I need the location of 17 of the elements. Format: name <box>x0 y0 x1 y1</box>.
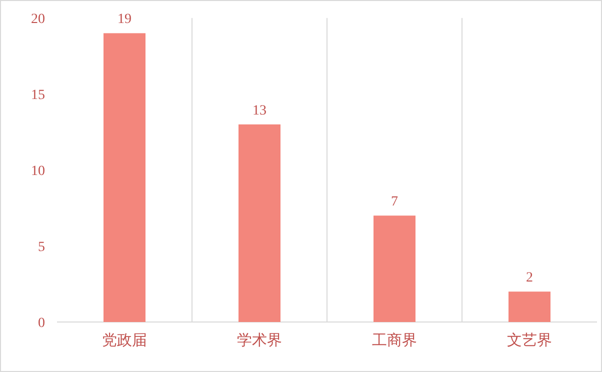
y-tick-label: 15 <box>31 88 45 103</box>
x-tick-label: 工商界 <box>372 331 417 349</box>
y-tick-label: 20 <box>31 12 45 27</box>
y-tick-label: 0 <box>38 316 45 331</box>
data-label: 2 <box>526 270 533 286</box>
x-tick-label: 文艺界 <box>507 331 552 349</box>
bar <box>374 216 416 322</box>
y-tick-label: 10 <box>31 164 45 179</box>
y-tick-label: 5 <box>38 240 45 255</box>
bar <box>104 33 146 322</box>
data-label: 7 <box>391 194 398 210</box>
data-label: 19 <box>118 12 132 28</box>
data-label: 13 <box>252 103 266 118</box>
bar <box>508 292 550 322</box>
x-tick-label: 党政届 <box>102 331 147 349</box>
x-tick-label: 学术界 <box>237 331 282 349</box>
bar <box>238 124 280 322</box>
